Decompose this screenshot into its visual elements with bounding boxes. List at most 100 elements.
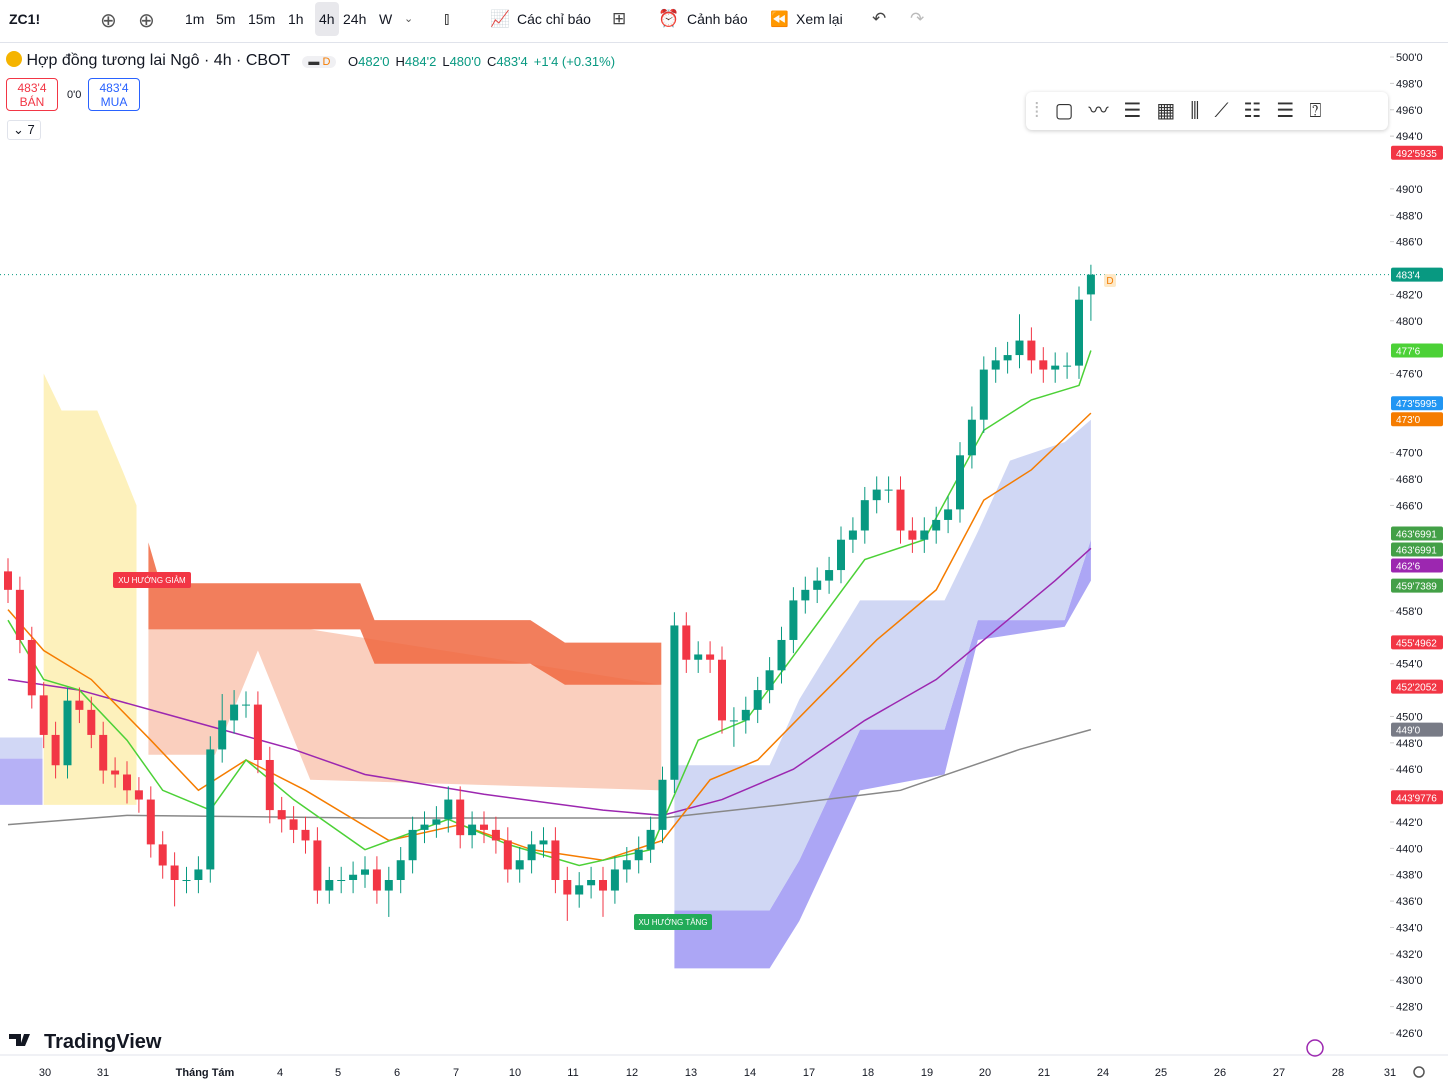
price-label-bg <box>1391 526 1443 541</box>
price-label: 473'5995 <box>1396 399 1437 410</box>
plot-area <box>0 264 1095 969</box>
candle-body <box>134 790 143 800</box>
candle-body <box>503 840 512 870</box>
interval[interactable]: 4h <box>315 2 339 36</box>
candle-body <box>610 869 619 891</box>
price-label: 463'6991 <box>1396 530 1437 541</box>
y-tick-label: 442'0 <box>1396 817 1423 829</box>
redo[interactable]: ↷ <box>910 9 925 28</box>
ohlc-value: 484'2 <box>404 54 437 69</box>
drawing-tools[interactable]: ▢〰☰▦⫼⟋☷☰⍰ <box>1054 100 1337 122</box>
add-symbol[interactable]: ⊕ <box>100 10 117 32</box>
layouts[interactable]: ⊞ <box>612 9 627 28</box>
interval[interactable]: 5m <box>216 11 236 27</box>
price-label: 455'4962 <box>1396 638 1437 649</box>
indicators-icon[interactable]: 📈 <box>490 11 510 28</box>
candle-body <box>63 700 72 766</box>
ohlc-value: 483'4 <box>496 54 528 69</box>
x-tick-label: 10 <box>509 1067 521 1079</box>
compare[interactable]: ⊕ <box>138 10 155 32</box>
candle-body <box>75 700 84 710</box>
candle-body <box>51 734 60 766</box>
drag-handle[interactable]: ⁞ <box>1034 100 1055 122</box>
indicator-line <box>7 412 1092 861</box>
chart-style[interactable]: ⫾ <box>444 9 450 28</box>
candle-body <box>729 720 738 722</box>
price-label-bg <box>1391 790 1443 805</box>
y-tick-label: 468'0 <box>1396 474 1423 486</box>
candle-body <box>218 720 227 750</box>
y-tick-label: 476'0 <box>1396 369 1423 381</box>
x-tick-label: 14 <box>744 1067 756 1079</box>
price-label-bg <box>1391 396 1443 411</box>
interval[interactable]: 15m <box>248 11 276 27</box>
candle-body <box>920 530 929 540</box>
legend-title[interactable]: Hợp đồng tương lai Ngô · 4h · CBOT <box>26 52 290 69</box>
candle-body <box>932 519 941 531</box>
ohlc-key: C <box>486 54 497 69</box>
candle-body <box>337 880 346 882</box>
collapse-indicators[interactable]: ⌄ 7 <box>7 120 41 140</box>
candle-body <box>384 880 393 891</box>
replay[interactable]: Xem lại <box>796 11 843 27</box>
indicators[interactable]: Các chỉ báo <box>517 11 591 27</box>
price-label-bg <box>1391 145 1443 160</box>
candle-body <box>896 489 905 531</box>
interval[interactable]: 24h <box>343 11 367 27</box>
badge: ▬ D <box>302 56 337 68</box>
ohlc-key: H <box>395 54 405 69</box>
brand: TradingView <box>44 1031 162 1053</box>
ohlc-item: H484'2 <box>396 54 437 69</box>
more-intervals[interactable]: ⌄ <box>404 13 414 25</box>
y-tick-label: 430'0 <box>1396 975 1423 987</box>
interval[interactable]: 1m <box>185 11 205 27</box>
candle-body <box>956 455 964 510</box>
replay-icon[interactable]: ⏪ <box>770 11 789 28</box>
interval[interactable]: W <box>379 11 393 27</box>
alert-icon[interactable]: ⏰ <box>658 9 680 28</box>
x-tick-label: 12 <box>626 1067 638 1079</box>
candle-body <box>539 840 548 845</box>
candle-body <box>361 869 369 875</box>
price-label-bg <box>1391 542 1443 557</box>
candle-body <box>872 489 881 501</box>
candle-body <box>551 840 560 881</box>
y-tick-label: 496'0 <box>1396 105 1423 117</box>
candle-body <box>622 860 631 870</box>
y-tick-label: 440'0 <box>1396 843 1423 855</box>
candle-body <box>706 654 715 660</box>
candle-body <box>1075 299 1083 366</box>
y-tick-label: 480'0 <box>1396 316 1423 328</box>
sell-button[interactable]: 483'4 BÁN <box>6 78 58 111</box>
alerts[interactable]: Cảnh báo <box>687 11 748 27</box>
x-tick-label: 21 <box>1038 1067 1050 1079</box>
indicator-line <box>7 547 1092 817</box>
price-label: 443'9776 <box>1396 793 1437 804</box>
candle-body <box>4 571 12 590</box>
x-tick-label: 17 <box>803 1067 815 1079</box>
x-tick-label: 26 <box>1214 1067 1226 1079</box>
y-tick-label: 500'0 <box>1396 52 1423 64</box>
undo[interactable]: ↶ <box>872 9 887 28</box>
candle-body <box>1039 360 1048 370</box>
y-tick-label: 434'0 <box>1396 922 1423 934</box>
ohlc-item: C483'4 <box>487 54 528 69</box>
x-tick-label: 5 <box>335 1067 341 1079</box>
sell-label: BÁN <box>19 95 45 109</box>
buy-button[interactable]: 483'4 MUA <box>88 78 140 111</box>
candle-body <box>325 880 334 891</box>
symbol[interactable]: ZC1! <box>9 11 41 27</box>
x-tick-label: 6 <box>394 1067 400 1079</box>
indicator-count: 7 <box>27 122 35 137</box>
ohlc: O482'0 H484'2 L480'0 C483'4 +1'4 (+0.31%) <box>348 54 615 69</box>
candle-body <box>670 625 679 780</box>
price-label: 483'4 <box>1396 271 1421 282</box>
interval[interactable]: 1h <box>288 11 304 27</box>
candle-body <box>1027 340 1036 361</box>
x-tick-label: 30 <box>39 1067 51 1079</box>
y-tick-label: 458'0 <box>1396 606 1423 618</box>
candle-body <box>682 625 691 660</box>
symbol-icon <box>6 51 22 67</box>
